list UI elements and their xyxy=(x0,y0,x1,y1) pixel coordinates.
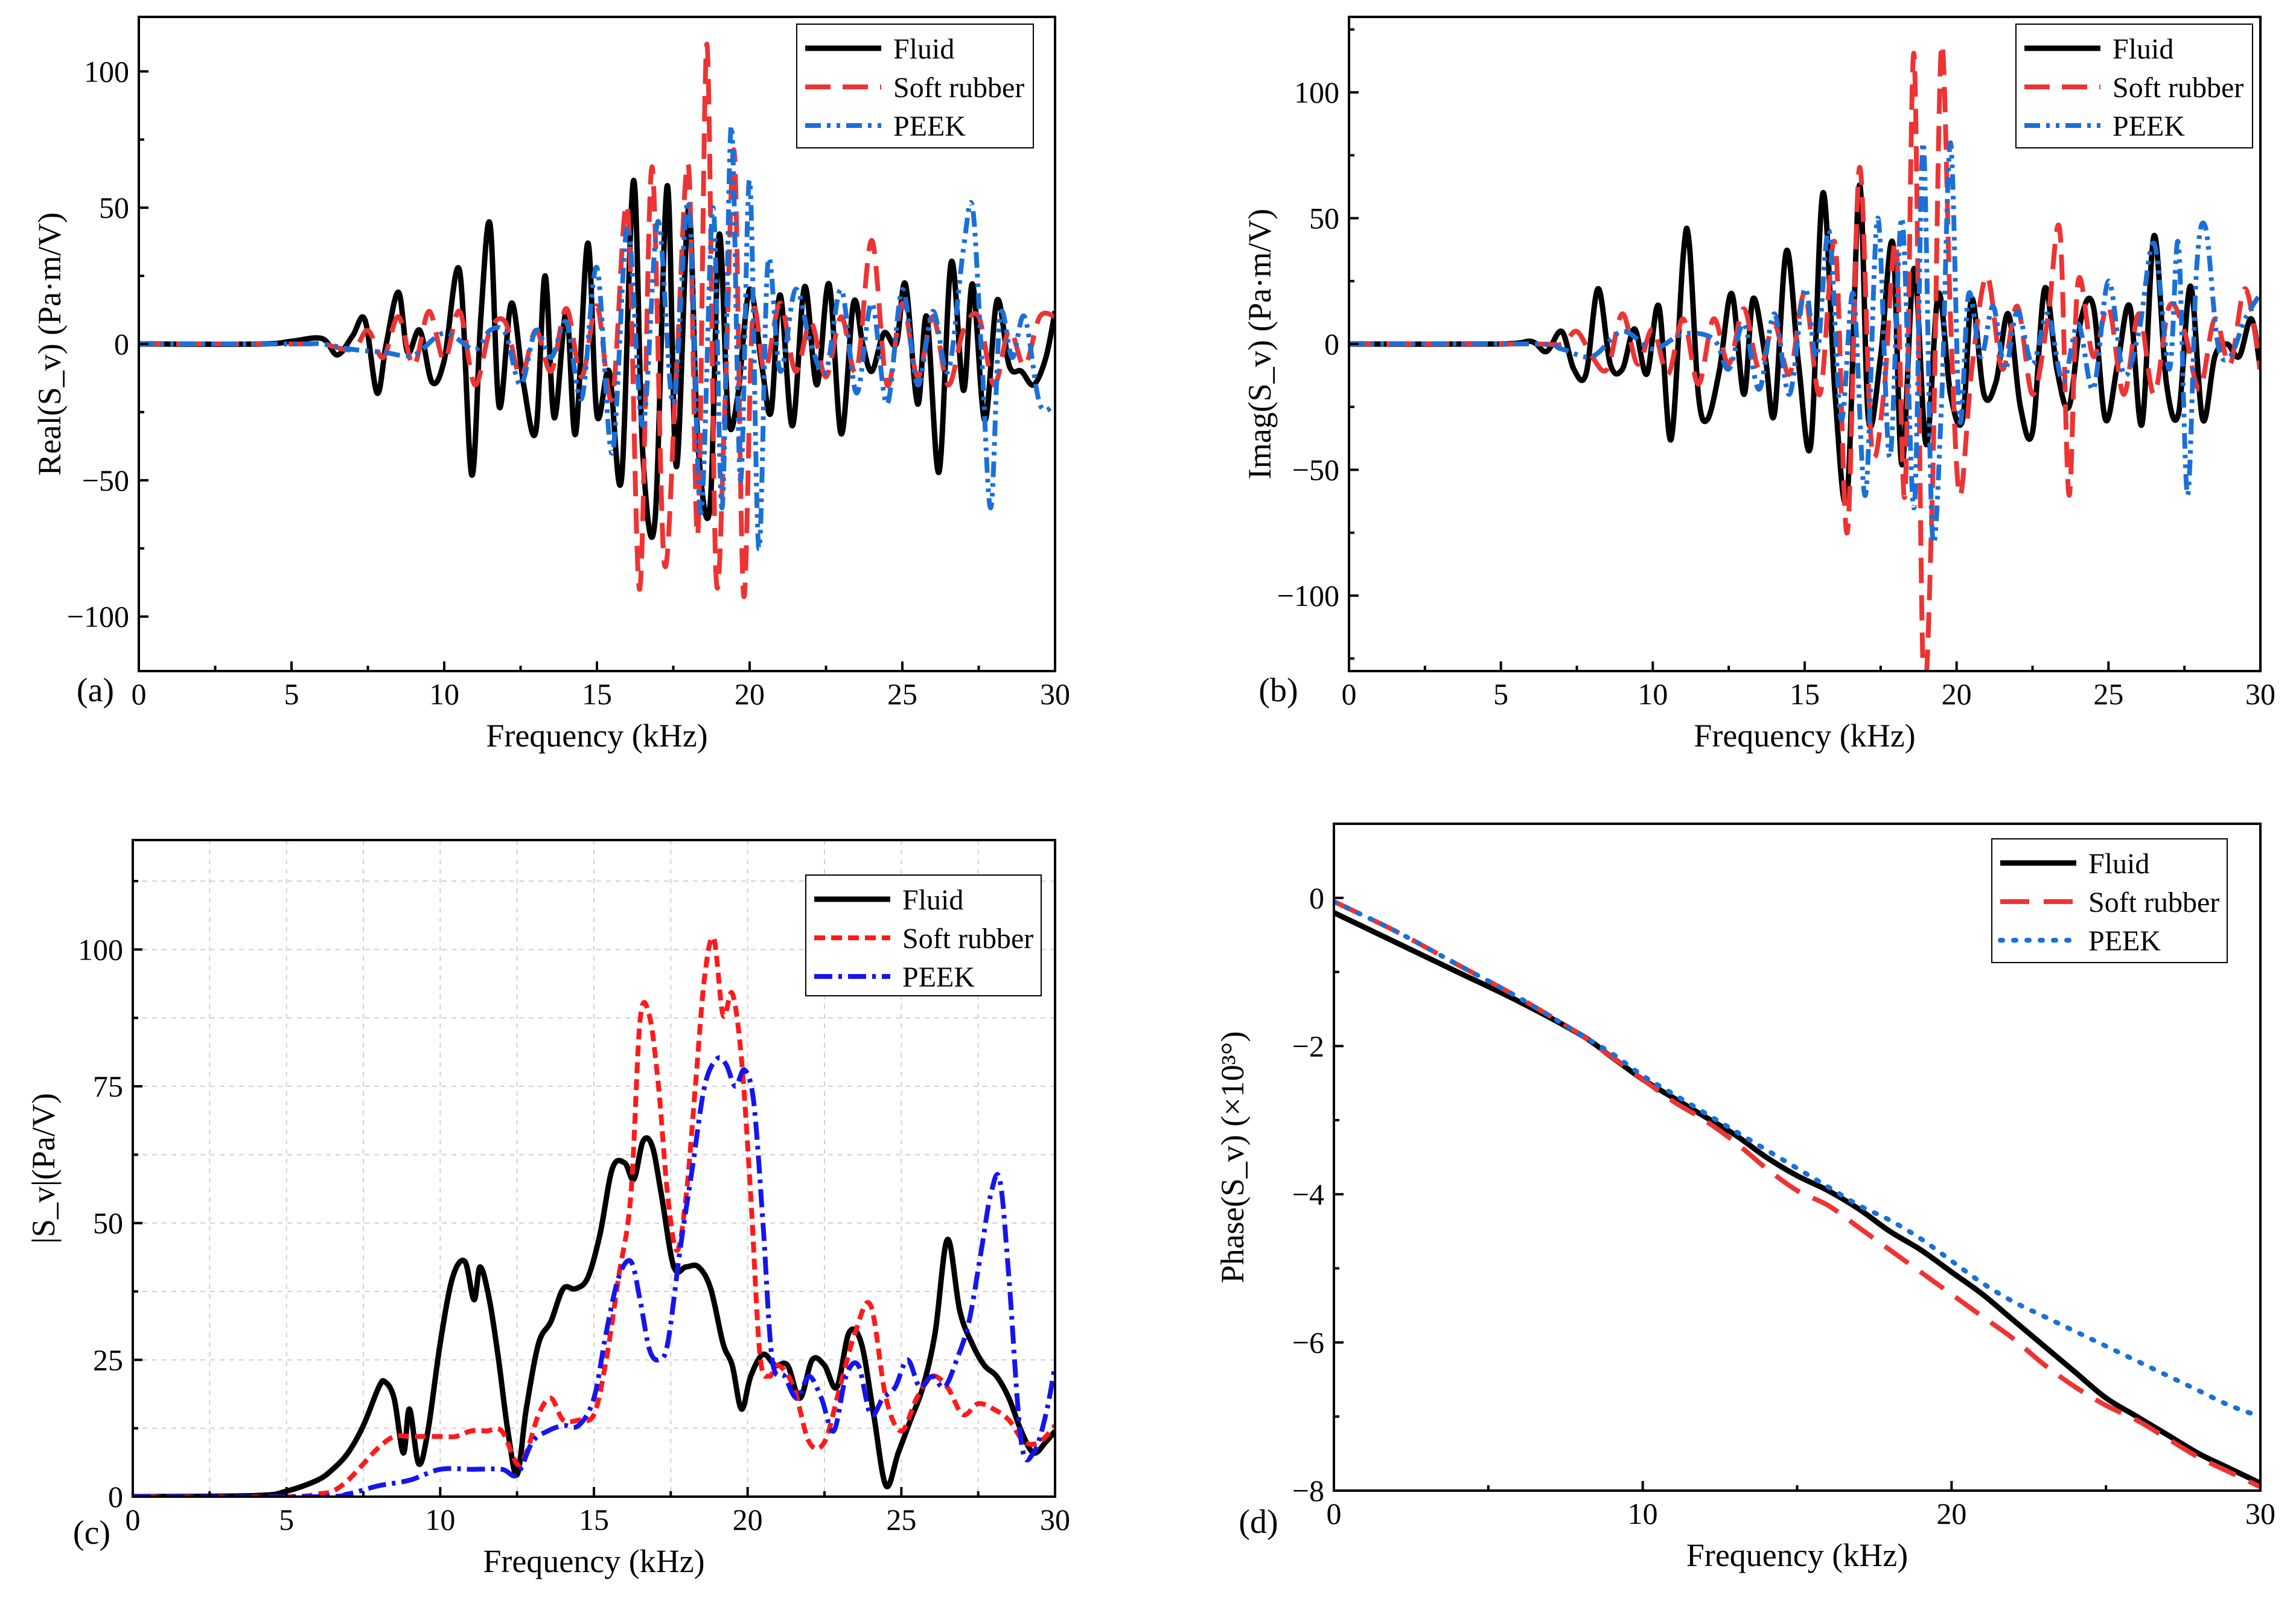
panel-a: 0 5 10 15 20 25 30 −100 −50 0 50 100 Frequency (kHz)… xyxy=(31,16,1070,754)
x-tick-label: 25 xyxy=(887,677,917,711)
x-tick-label: 30 xyxy=(2245,1497,2275,1530)
x-tick-label: 30 xyxy=(1040,677,1070,711)
y-tick-label: −100 xyxy=(67,600,129,634)
legend-label: PEEK xyxy=(902,961,975,993)
series-soft-rubber xyxy=(1349,42,2260,671)
legend-box xyxy=(805,874,1042,996)
legend-label: PEEK xyxy=(2088,925,2161,957)
y-axis-title: Phase(S_v) (×10³°) xyxy=(1214,1031,1251,1284)
legend-label: Fluid xyxy=(893,33,954,65)
x-tick-label: 20 xyxy=(1942,677,1972,711)
x-tick-label: 30 xyxy=(1040,1503,1070,1536)
x-axis-title: Frequency (kHz) xyxy=(483,1543,704,1579)
y-tick-label: −100 xyxy=(1277,579,1339,613)
series-fluid xyxy=(139,177,1055,540)
x-tick-label: 10 xyxy=(429,677,459,711)
x-axis-title: Frequency (kHz) xyxy=(1694,718,1915,754)
y-tick-label: 0 xyxy=(1309,881,1324,915)
x-tick-label: 10 xyxy=(1637,677,1668,711)
panel-d: 0 10 20 30 −8 −6 −4 −2 0 Frequency (kHz) Phase(S_v… xyxy=(1214,823,2275,1573)
x-axis-title: Frequency (kHz) xyxy=(486,718,707,754)
x-tick-label: 0 xyxy=(126,1503,141,1536)
series-group xyxy=(139,42,1055,599)
x-tick-label: 0 xyxy=(132,677,147,711)
panel-label: (b) xyxy=(1258,672,1298,709)
x-tick-label: 5 xyxy=(1493,677,1508,711)
series-peek xyxy=(139,123,1055,552)
y-tick-label: −6 xyxy=(1292,1325,1324,1359)
panel-b: 0 5 10 15 20 25 30 −100 −50 0 50 100 Frequency (kHz)… xyxy=(1242,16,2275,754)
y-tick-label: −2 xyxy=(1292,1029,1324,1063)
x-tick-label: 5 xyxy=(284,677,299,711)
legend: Fluid Soft rubber PEEK xyxy=(796,24,1034,148)
x-tick-label: 25 xyxy=(886,1503,916,1536)
x-tick-label: 10 xyxy=(1628,1497,1658,1530)
y-tick-label: 75 xyxy=(93,1069,123,1103)
y-axis-title: Imag(S_v) (Pa·m/V) xyxy=(1242,209,1278,479)
y-tick-label: 50 xyxy=(93,1206,123,1240)
series-peek xyxy=(133,1055,1055,1497)
y-axis-title: |S_v|(Pa/V) xyxy=(25,1093,62,1244)
x-tick-label: 0 xyxy=(1342,677,1357,711)
series-peek xyxy=(1334,899,2260,1419)
legend-label: PEEK xyxy=(2113,110,2185,142)
x-tick-label: 15 xyxy=(579,1503,609,1536)
series-fluid xyxy=(1349,182,2260,506)
series-group xyxy=(1334,899,2260,1489)
series-soft-rubber xyxy=(139,42,1055,599)
y-tick-label: −50 xyxy=(1292,453,1339,486)
panel-label: (d) xyxy=(1239,1503,1278,1541)
legend-label: Fluid xyxy=(902,884,963,916)
x-tick-label: 20 xyxy=(1936,1497,1966,1530)
x-tick-label: 20 xyxy=(733,1503,763,1536)
series-fluid xyxy=(133,1135,1055,1497)
legend-label: Soft rubber xyxy=(2088,887,2219,919)
series-fluid xyxy=(1334,910,2260,1486)
legend-label: PEEK xyxy=(893,110,966,142)
x-tick-label: 25 xyxy=(2093,677,2123,711)
legend-box xyxy=(796,24,1034,148)
x-tick-label: 20 xyxy=(735,677,765,711)
legend-label: Fluid xyxy=(2088,848,2149,880)
legend: Fluid Soft rubber PEEK xyxy=(2015,24,2253,148)
x-tick-label: 15 xyxy=(582,677,612,711)
legend: Fluid Soft rubber PEEK xyxy=(805,874,1042,996)
y-tick-label: 50 xyxy=(99,191,129,224)
y-tick-label: −4 xyxy=(1292,1177,1324,1211)
panel-c: 0 5 10 15 20 25 30 0 25 50 75 100 Frequency (kHz) |S_… xyxy=(25,839,1070,1579)
series-group xyxy=(1349,42,2260,671)
x-tick-label: 0 xyxy=(1327,1497,1342,1530)
legend-label: Soft rubber xyxy=(902,923,1033,955)
y-tick-label: −50 xyxy=(82,463,129,497)
y-tick-label: 100 xyxy=(1294,75,1339,109)
series-group xyxy=(133,935,1055,1497)
legend-box xyxy=(1991,838,2228,963)
legend: Fluid Soft rubber PEEK xyxy=(1991,838,2228,963)
x-tick-label: 15 xyxy=(1790,677,1820,711)
legend-box xyxy=(2015,24,2253,148)
y-tick-label: 50 xyxy=(1309,202,1339,235)
y-tick-label: 100 xyxy=(78,932,123,966)
y-tick-label: 0 xyxy=(108,1480,123,1514)
series-soft-rubber xyxy=(1334,899,2260,1489)
series-peek xyxy=(1349,140,2260,546)
legend-label: Soft rubber xyxy=(893,72,1024,104)
x-tick-label: 5 xyxy=(279,1503,294,1536)
y-tick-label: 0 xyxy=(114,327,129,361)
x-tick-label: 30 xyxy=(2245,677,2275,711)
panel-label: (a) xyxy=(77,672,114,709)
legend-label: Fluid xyxy=(2113,33,2173,65)
panel-label: (c) xyxy=(73,1514,110,1552)
legend-label: Soft rubber xyxy=(2113,72,2243,104)
y-axis-title: Real(S_v) (Pa·m/V) xyxy=(31,212,68,476)
x-tick-label: 10 xyxy=(425,1503,455,1536)
y-tick-label: 25 xyxy=(93,1343,123,1377)
y-tick-label: −8 xyxy=(1292,1474,1324,1508)
y-tick-label: 0 xyxy=(1324,327,1339,361)
x-axis-title: Frequency (kHz) xyxy=(1686,1537,1908,1573)
y-tick-label: 100 xyxy=(84,54,129,88)
